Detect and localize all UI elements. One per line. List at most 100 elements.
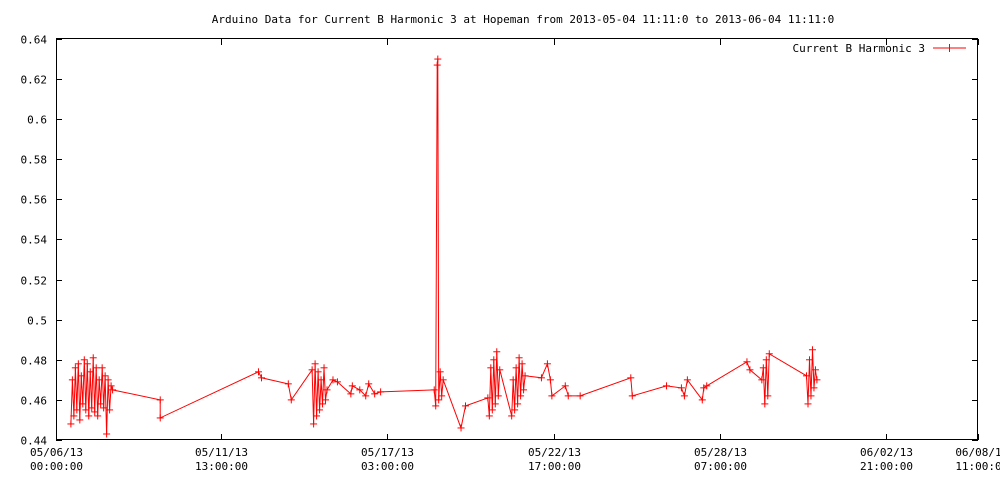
y-tick-label: 0.56 [21, 194, 48, 207]
data-point-80 [517, 392, 525, 400]
data-point-39 [314, 368, 322, 376]
data-point-102 [758, 376, 766, 384]
data-point-96 [683, 376, 691, 384]
y-tick-label: 0.54 [21, 234, 48, 247]
data-point-42 [319, 400, 327, 408]
data-point-89 [564, 392, 572, 400]
data-point-23 [101, 372, 109, 380]
data-point-94 [677, 384, 685, 392]
data-point-51 [362, 392, 370, 400]
data-point-99 [703, 382, 711, 390]
y-tick-label: 0.58 [21, 154, 48, 167]
x-tick-label: 05/17/13 03:00:00 [361, 446, 414, 473]
data-point-109 [804, 400, 812, 408]
data-point-72 [494, 392, 502, 400]
data-point-47 [333, 378, 341, 386]
x-tick-label: 05/22/13 17:00:00 [528, 446, 581, 473]
data-point-114 [811, 366, 819, 374]
data-point-50 [356, 386, 364, 394]
data-point-49 [348, 382, 356, 390]
data-point-1 [68, 376, 76, 384]
data-point-48 [347, 390, 355, 398]
data-point-52 [365, 380, 373, 388]
data-point-107 [765, 350, 773, 358]
y-tick-label: 0.48 [21, 355, 48, 368]
data-point-115 [813, 376, 821, 384]
data-point-56 [432, 402, 440, 410]
data-point-91 [627, 374, 635, 382]
data-point-7 [77, 372, 85, 380]
data-point-71 [493, 348, 501, 356]
data-point-32 [257, 374, 265, 382]
data-point-74 [508, 412, 516, 420]
data-point-25 [104, 376, 112, 384]
data-point-58 [434, 55, 442, 63]
data-point-2 [70, 412, 78, 420]
y-tick-label: 0.5 [27, 315, 47, 328]
data-point-15 [89, 354, 97, 362]
data-point-82 [520, 386, 528, 394]
data-point-110 [805, 356, 813, 364]
data-point-45 [323, 386, 331, 394]
data-point-75 [509, 376, 517, 384]
data-point-67 [487, 364, 495, 372]
data-point-86 [546, 376, 554, 384]
x-tick-label: 06/08/1 11:00:0 [955, 446, 1000, 473]
data-point-30 [156, 414, 164, 422]
legend: Current B Harmonic 3 [793, 42, 966, 55]
y-tick-label: 0.52 [21, 275, 48, 288]
y-axis: 0.44 0.46 0.48 0.5 0.52 0.54 0.56 0.58 0.6 0.62 0.… [21, 34, 978, 448]
legend-marker [945, 44, 954, 52]
data-point-6 [76, 416, 84, 424]
data-point-63 [457, 424, 465, 432]
data-point-90 [576, 392, 584, 400]
chart-title: Arduino Data for Current B Harmonic 3 at… [212, 13, 835, 26]
series-current-b-harmonic-3 [67, 55, 821, 438]
data-point-66 [485, 412, 493, 420]
data-point-53 [371, 390, 379, 398]
y-tick-label: 0.6 [27, 114, 47, 127]
data-point-27 [107, 382, 115, 390]
y-tick-label: 0.64 [21, 34, 48, 47]
x-tick-label: 06/02/13 21:00:00 [860, 446, 913, 473]
data-point-57 [433, 61, 441, 69]
data-point-105 [762, 356, 770, 364]
data-point-55 [430, 386, 438, 394]
data-point-33 [284, 380, 292, 388]
data-point-31 [255, 368, 263, 376]
data-point-12 [85, 412, 93, 420]
data-point-68 [488, 406, 496, 414]
data-point-77 [512, 364, 520, 372]
data-point-104 [761, 400, 769, 408]
data-point-76 [511, 406, 519, 414]
data-point-4 [73, 406, 81, 414]
data-point-112 [808, 346, 816, 354]
data-point-10 [82, 406, 90, 414]
y-tick-label: 0.46 [21, 395, 48, 408]
data-point-18 [94, 412, 102, 420]
data-point-111 [807, 392, 815, 400]
data-point-95 [680, 392, 688, 400]
data-point-19 [95, 376, 103, 384]
data-point-62 [439, 376, 447, 384]
data-point-84 [537, 374, 545, 382]
data-point-13 [86, 368, 94, 376]
data-point-34 [287, 396, 295, 404]
data-point-113 [810, 384, 818, 392]
data-point-29 [156, 396, 164, 404]
data-point-101 [746, 366, 754, 374]
x-axis: 05/06/13 00:00:00 05/11/13 13:00:00 05/17/13… [30, 39, 1000, 473]
data-point-100 [743, 358, 751, 366]
data-point-61 [438, 392, 446, 400]
data-point-81 [518, 360, 526, 368]
data-point-36 [310, 420, 318, 428]
data-point-8 [79, 400, 87, 408]
x-tick-label: 05/28/13 07:00:00 [694, 446, 747, 473]
data-point-26 [106, 406, 114, 414]
data-point-0 [67, 420, 75, 428]
data-point-79 [515, 354, 523, 362]
data-point-60 [436, 368, 444, 376]
data-point-20 [97, 400, 105, 408]
data-point-38 [313, 412, 321, 420]
